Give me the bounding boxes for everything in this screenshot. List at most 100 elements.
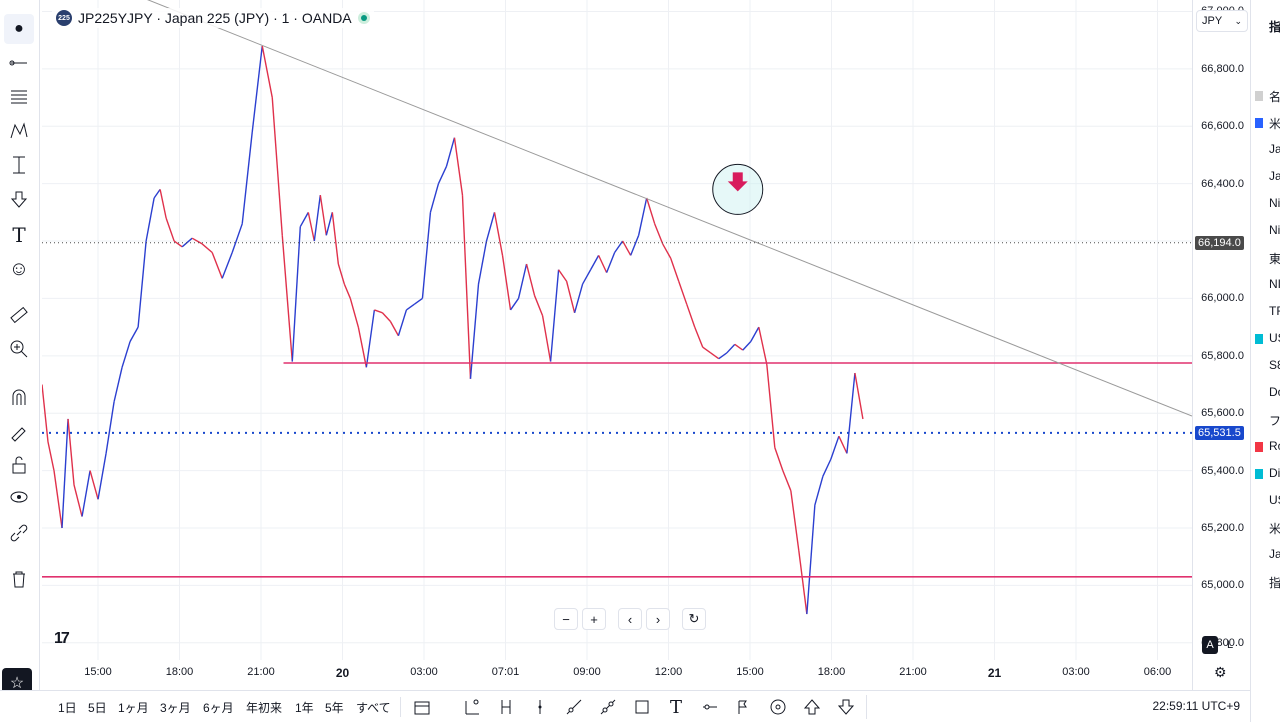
watchlist-item[interactable]: TF [1269,304,1280,318]
watchlist-item[interactable]: Di [1269,466,1280,480]
horizontal-ray-icon[interactable] [698,695,722,719]
text-icon[interactable]: T [669,696,682,718]
vertical-line-icon[interactable] [528,695,552,719]
price-line-segment [702,346,712,354]
projection-tool-icon[interactable] [4,150,34,180]
price-chart[interactable] [42,0,1192,690]
eye-icon[interactable] [4,482,34,512]
auto-scale-button[interactable]: A [1202,636,1218,654]
pencil-lock-icon[interactable] [4,416,34,446]
price-line-segment [509,298,520,311]
arrow-down-icon[interactable] [834,695,858,719]
watchlist-item[interactable]: US [1269,493,1280,507]
price-line-segment [159,189,167,219]
scroll-left-button[interactable]: ‹ [618,608,642,630]
parallel-channel-icon[interactable] [494,695,518,719]
price-line-segment [165,217,175,242]
watchlist-item[interactable]: 東 [1269,252,1280,266]
range-1y-button[interactable]: 1年 [295,701,314,715]
watchlist-item[interactable]: Ni [1269,223,1280,237]
clock-timezone[interactable]: 22:59:11 UTC+9 [1152,699,1241,713]
ruler-tool-icon[interactable] [4,300,34,330]
chart-settings-gear-icon[interactable]: ⚙ [1214,664,1227,680]
watchlist-panel: 指名米JaJaNiNi東NITFUSS8DoフRoDiUS米Ja指 [1250,0,1280,722]
range-1d-button[interactable]: 1日 [58,701,77,715]
range-6m-button[interactable]: 6ヶ月 [203,701,234,715]
trend-line-tool-icon[interactable] [4,48,34,78]
watchlist-item[interactable]: 指 [1269,576,1280,590]
tradingview-logo: 17 [54,630,70,647]
watchlist-item[interactable]: Ja [1269,142,1280,156]
range-5d-button[interactable]: 5日 [88,701,107,715]
price-axis-label: 65,000.0 [1201,579,1244,592]
price-axis[interactable]: 67,000.066,800.066,600.066,400.066,200.0… [1192,0,1250,690]
trash-icon[interactable] [4,564,34,594]
lock-icon[interactable] [4,450,34,480]
arrow-down-tool-icon[interactable] [4,184,34,214]
link-icon[interactable] [4,518,34,548]
price-line-segment [145,197,155,242]
watchlist-item[interactable]: NI [1269,277,1280,291]
pattern-tool-icon[interactable] [4,116,34,146]
watchlist-item[interactable]: 米 [1269,117,1280,131]
range-1m-button[interactable]: 1ヶ月 [118,701,149,715]
cursor-tool-icon[interactable]: ● [4,14,34,44]
price-line-segment [389,321,400,337]
ray-line-icon[interactable] [562,695,586,719]
range-5y-button[interactable]: 5年 [325,701,344,715]
price-line-segment [381,312,391,322]
price-line-segment [501,255,512,311]
magnet-icon[interactable] [4,382,34,412]
price-line-segment [750,326,760,342]
scroll-right-button[interactable]: › [646,608,670,630]
watchlist-item[interactable]: フ [1269,414,1280,428]
watchlist-item[interactable]: 米 [1269,522,1280,536]
watchlist-item[interactable]: Ro [1269,439,1280,453]
range-3m-button[interactable]: 3ヶ月 [160,701,191,715]
arrow-up-icon[interactable] [800,695,824,719]
zoom-out-button[interactable]: − [554,608,578,630]
price-axis-label: 65,200.0 [1201,522,1244,534]
emoji-tool-icon[interactable]: ☺ [8,257,30,280]
symbol-header[interactable]: 225 JP225YJPY · Japan 225 (JPY) · 1 · OA… [52,8,374,28]
range-all-button[interactable]: すべて [356,701,391,715]
log-scale-button[interactable]: L [1226,639,1234,651]
price-line-segment [211,252,223,279]
fib-tool-icon[interactable] [4,82,34,112]
rectangle-icon[interactable] [630,695,654,719]
zoom-in-button[interactable]: + [582,608,606,630]
price-line-segment [846,372,856,454]
time-axis-label: 12:00 [654,666,683,678]
watchlist-item[interactable]: Do [1269,385,1280,399]
watchlist-item[interactable]: 名 [1269,90,1280,104]
range-ytd-button[interactable]: 年初来 [246,701,283,715]
symbol-title[interactable]: JP225YJPY · Japan 225 (JPY) · 1 · OANDA [78,10,352,26]
price-line-segment [231,223,243,253]
price-line-segment [173,240,183,248]
date-range-icon[interactable] [410,695,434,719]
watchlist-item[interactable]: Ja [1269,169,1280,183]
watchlist-item[interactable]: US [1269,331,1280,345]
price-line-segment [541,315,552,362]
time-axis[interactable]: 15:00 18:00 21:00 20 03:00 07:01 09:00 12:00 15:… [42,660,1192,688]
chart-canvas[interactable] [42,0,1192,660]
flag-mark-icon[interactable] [732,695,756,719]
time-axis-label: 03:00 [410,666,438,678]
time-axis-label: 20 [335,666,350,680]
watchlist-item[interactable]: Ni [1269,196,1280,210]
trend-line-icon[interactable] [460,695,484,719]
extended-line-icon[interactable] [596,695,620,719]
price-line-segment [597,255,608,273]
price-line-segment [343,283,351,299]
reset-chart-button[interactable]: ↻ [682,608,706,630]
zoom-in-icon[interactable] [4,334,34,364]
watchlist-item[interactable]: S8 [1269,358,1280,372]
circle-target-icon[interactable] [766,695,790,719]
price-line-segment [97,453,107,500]
watchlist-flag [1255,442,1263,452]
price-line-segment [42,384,49,442]
currency-select[interactable]: JPY ⌄ [1196,10,1248,32]
text-tool-icon[interactable]: T [12,223,26,247]
watchlist-item[interactable]: Ja [1269,547,1280,561]
price-line-segment [630,235,640,256]
